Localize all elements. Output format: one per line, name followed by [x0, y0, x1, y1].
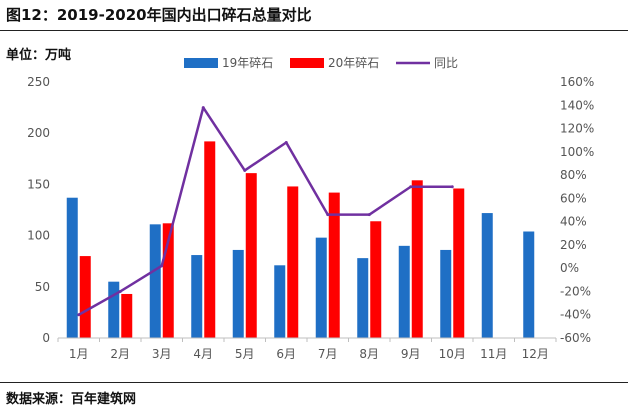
right-tick-label: 20%: [560, 238, 587, 252]
bar-19: [523, 231, 535, 338]
right-tick-label: 100%: [560, 145, 594, 159]
bar-19: [481, 213, 493, 338]
right-tick-label: 120%: [560, 122, 594, 136]
bar-20: [204, 141, 216, 338]
left-tick-label: 50: [35, 280, 50, 294]
bar-19: [191, 255, 203, 338]
x-tick-label: 6月: [276, 347, 296, 361]
x-tick-label: 8月: [359, 347, 379, 361]
legend-label: 19年碎石: [222, 55, 273, 70]
bar-19: [232, 249, 244, 338]
bar-19: [108, 281, 120, 338]
bar-19: [398, 245, 410, 338]
legend: 19年碎石 20年碎石 同比: [184, 55, 458, 70]
bar-19: [315, 237, 327, 338]
yoy-point: [326, 213, 330, 217]
yoy-point: [201, 106, 205, 110]
yoy-point: [77, 313, 81, 317]
x-tick-label: 12月: [522, 347, 549, 361]
yoy-point: [450, 185, 454, 189]
x-tick-label: 7月: [318, 347, 338, 361]
yoy-point: [409, 185, 413, 189]
right-tick-label: -40%: [560, 308, 591, 322]
bar-20: [162, 223, 174, 338]
bar-20: [79, 256, 91, 338]
legend-label: 20年碎石: [328, 55, 379, 70]
left-tick-label: 250: [27, 75, 50, 89]
source-rule: [0, 382, 628, 383]
x-tick-label: 3月: [152, 347, 172, 361]
bar-20: [370, 221, 382, 338]
title-rule: [0, 30, 628, 31]
source-label: 数据来源：百年建筑网: [6, 392, 137, 407]
bar-20: [411, 180, 423, 338]
x-tick-label: 10月: [439, 347, 466, 361]
legend-label: 同比: [434, 56, 458, 70]
right-tick-label: 160%: [560, 75, 594, 89]
right-tick-label: 0%: [560, 261, 579, 275]
bar-19: [274, 265, 286, 338]
left-axis: 0 50 100 150 200 250: [27, 75, 50, 345]
x-tick-label: 5月: [235, 347, 255, 361]
right-tick-label: 140%: [560, 98, 594, 112]
yoy-line: [77, 106, 454, 317]
chart-title: 图12：2019-2020年国内出口碎石总量对比: [6, 6, 312, 24]
bars: [66, 141, 535, 338]
x-tick-label: 4月: [193, 347, 213, 361]
right-axis: -60% -40% -20% 0% 20% 40% 60% 80% 100% 120% 140% 16…: [560, 75, 594, 345]
yoy-point: [367, 213, 371, 217]
unit-label: 单位：万吨: [6, 48, 72, 63]
yoy-point: [243, 168, 247, 172]
bar-20: [121, 293, 133, 338]
x-axis: 1月 2月 3月 4月 5月 6月 7月 8月 9月 10月 11月 12月: [57, 337, 557, 361]
left-tick-label: 200: [27, 126, 50, 140]
bar-20: [453, 188, 465, 338]
bar-20: [287, 186, 299, 338]
left-tick-label: 0: [42, 331, 50, 345]
right-tick-label: 80%: [560, 168, 587, 182]
yoy-point: [118, 289, 122, 293]
bar-19: [66, 197, 78, 338]
legend-swatch: [290, 58, 324, 68]
left-tick-label: 100: [27, 229, 50, 243]
right-tick-label: -20%: [560, 284, 591, 298]
x-tick-label: 9月: [401, 347, 421, 361]
right-tick-label: 60%: [560, 191, 587, 205]
x-tick-label: 11月: [480, 347, 507, 361]
yoy-line-path: [78, 106, 453, 316]
x-tick-label: 2月: [110, 347, 130, 361]
bar-20: [328, 192, 340, 338]
bar-19: [357, 258, 369, 338]
right-tick-label: -60%: [560, 331, 591, 345]
bar-20: [245, 173, 257, 338]
left-tick-label: 150: [27, 177, 50, 191]
legend-swatch: [184, 58, 218, 68]
right-tick-label: 40%: [560, 215, 587, 229]
yoy-point: [284, 141, 288, 145]
yoy-point: [160, 264, 164, 268]
x-tick-label: 1月: [69, 347, 89, 361]
bar-19: [149, 224, 161, 338]
bar-19: [440, 249, 452, 338]
